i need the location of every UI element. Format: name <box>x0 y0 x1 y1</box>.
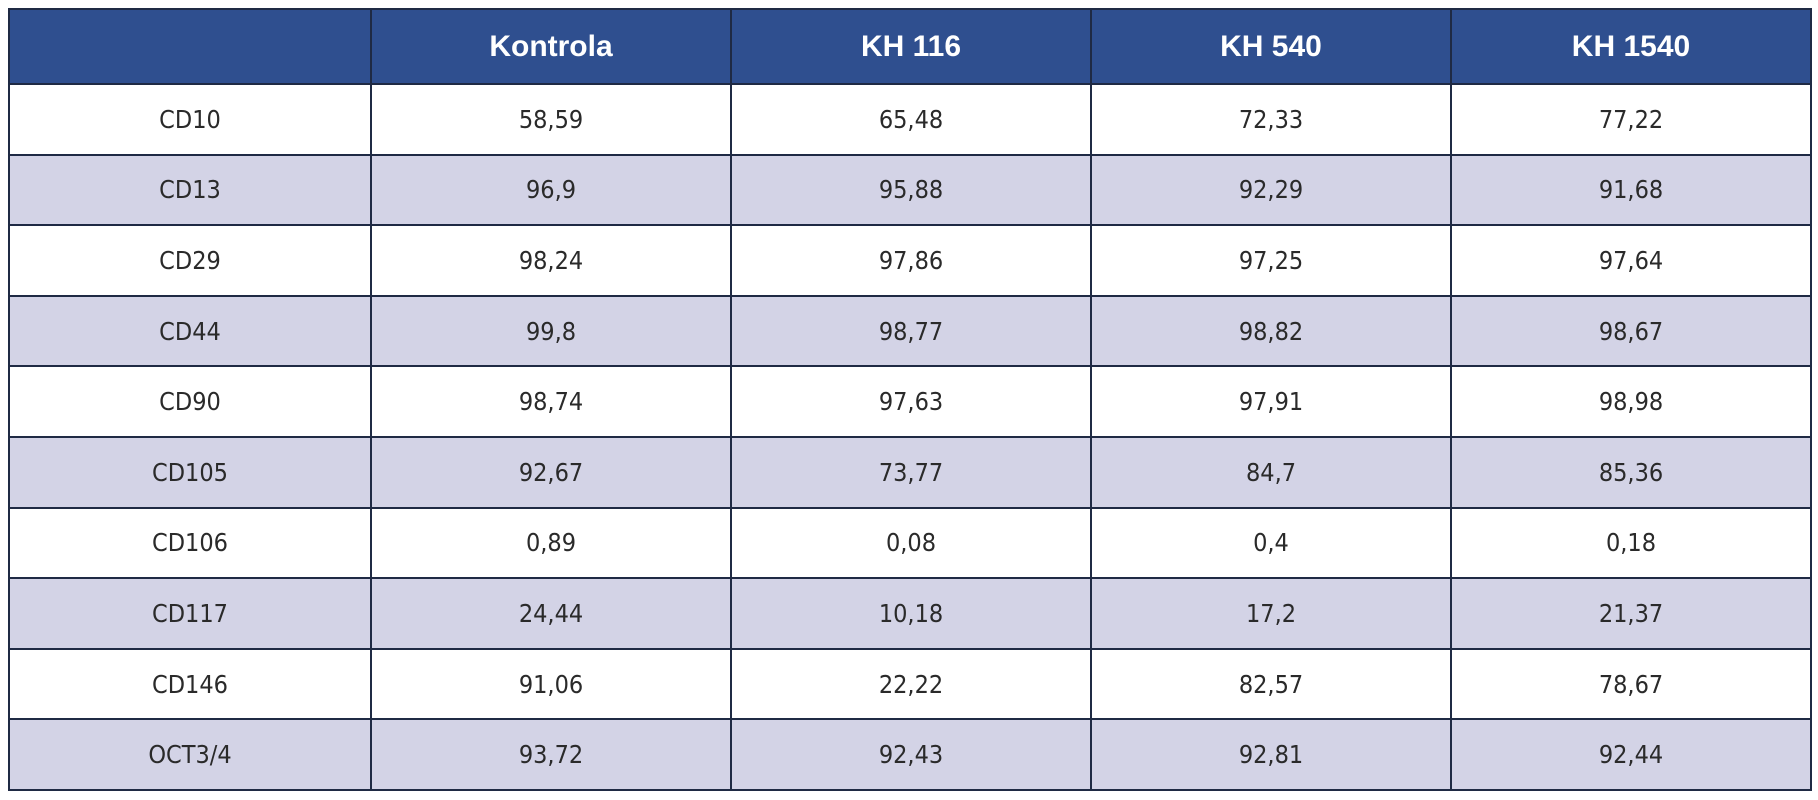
header-cell-empty <box>8 8 372 85</box>
table-cell: 97,25 <box>1090 224 1452 297</box>
table-cell: 73,77 <box>730 435 1092 509</box>
table-row: CD44 99,8 98,77 98,82 98,67 <box>8 294 1812 368</box>
table-cell: 96,9 <box>370 153 732 227</box>
table-cell: 72,33 <box>1090 83 1452 156</box>
header-cell-kh540: KH 540 <box>1090 8 1452 85</box>
table-cell: 92,81 <box>1090 718 1452 791</box>
table-cell: 0,18 <box>1450 506 1812 580</box>
table-cell: 10,18 <box>730 577 1092 650</box>
table-cell: 91,06 <box>370 647 732 721</box>
table-cell: 21,37 <box>1450 577 1812 650</box>
table-row: CD90 98,74 97,63 97,91 98,98 <box>8 365 1812 438</box>
table-cell: 98,24 <box>370 224 732 297</box>
table-cell: 97,64 <box>1450 224 1812 297</box>
table-cell: 98,77 <box>730 294 1092 368</box>
row-label: OCT3/4 <box>8 718 372 791</box>
table-header-row: Kontrola KH 116 KH 540 KH 1540 <box>8 8 1812 85</box>
table-cell: 92,29 <box>1090 153 1452 227</box>
table-row: CD146 91,06 22,22 82,57 78,67 <box>8 647 1812 721</box>
data-table-container: Kontrola KH 116 KH 540 KH 1540 CD10 58,5… <box>8 8 1812 791</box>
table-cell: 98,98 <box>1450 365 1812 438</box>
table-cell: 77,22 <box>1450 83 1812 156</box>
marker-expression-table: Kontrola KH 116 KH 540 KH 1540 CD10 58,5… <box>8 8 1812 791</box>
table-cell: 65,48 <box>730 83 1092 156</box>
table-row: CD106 0,89 0,08 0,4 0,18 <box>8 506 1812 580</box>
row-label: CD13 <box>8 153 372 227</box>
header-cell-kontrola: Kontrola <box>370 8 732 85</box>
table-cell: 85,36 <box>1450 435 1812 509</box>
table-cell: 17,2 <box>1090 577 1452 650</box>
table-cell: 0,4 <box>1090 506 1452 580</box>
row-label: CD10 <box>8 83 372 156</box>
table-row: CD29 98,24 97,86 97,25 97,64 <box>8 224 1812 297</box>
table-cell: 82,57 <box>1090 647 1452 721</box>
row-label: CD44 <box>8 294 372 368</box>
table-cell: 91,68 <box>1450 153 1812 227</box>
table-cell: 98,74 <box>370 365 732 438</box>
table-row: CD13 96,9 95,88 92,29 91,68 <box>8 153 1812 227</box>
table-cell: 0,08 <box>730 506 1092 580</box>
row-label: CD117 <box>8 577 372 650</box>
table-row: CD117 24,44 10,18 17,2 21,37 <box>8 577 1812 650</box>
table-cell: 84,7 <box>1090 435 1452 509</box>
table-cell: 24,44 <box>370 577 732 650</box>
table-cell: 97,63 <box>730 365 1092 438</box>
table-cell: 95,88 <box>730 153 1092 227</box>
table-cell: 92,43 <box>730 718 1092 791</box>
table-row: CD105 92,67 73,77 84,7 85,36 <box>8 435 1812 509</box>
table-cell: 97,86 <box>730 224 1092 297</box>
table-cell: 97,91 <box>1090 365 1452 438</box>
table-cell: 98,82 <box>1090 294 1452 368</box>
table-cell: 0,89 <box>370 506 732 580</box>
row-label: CD105 <box>8 435 372 509</box>
row-label: CD146 <box>8 647 372 721</box>
header-cell-kh1540: KH 1540 <box>1450 8 1812 85</box>
table-cell: 93,72 <box>370 718 732 791</box>
table-cell: 92,44 <box>1450 718 1812 791</box>
table-cell: 98,67 <box>1450 294 1812 368</box>
row-label: CD106 <box>8 506 372 580</box>
table-cell: 99,8 <box>370 294 732 368</box>
header-cell-kh116: KH 116 <box>730 8 1092 85</box>
table-row: OCT3/4 93,72 92,43 92,81 92,44 <box>8 718 1812 791</box>
row-label: CD90 <box>8 365 372 438</box>
table-cell: 58,59 <box>370 83 732 156</box>
table-cell: 22,22 <box>730 647 1092 721</box>
table-cell: 92,67 <box>370 435 732 509</box>
table-cell: 78,67 <box>1450 647 1812 721</box>
table-row: CD10 58,59 65,48 72,33 77,22 <box>8 83 1812 156</box>
row-label: CD29 <box>8 224 372 297</box>
